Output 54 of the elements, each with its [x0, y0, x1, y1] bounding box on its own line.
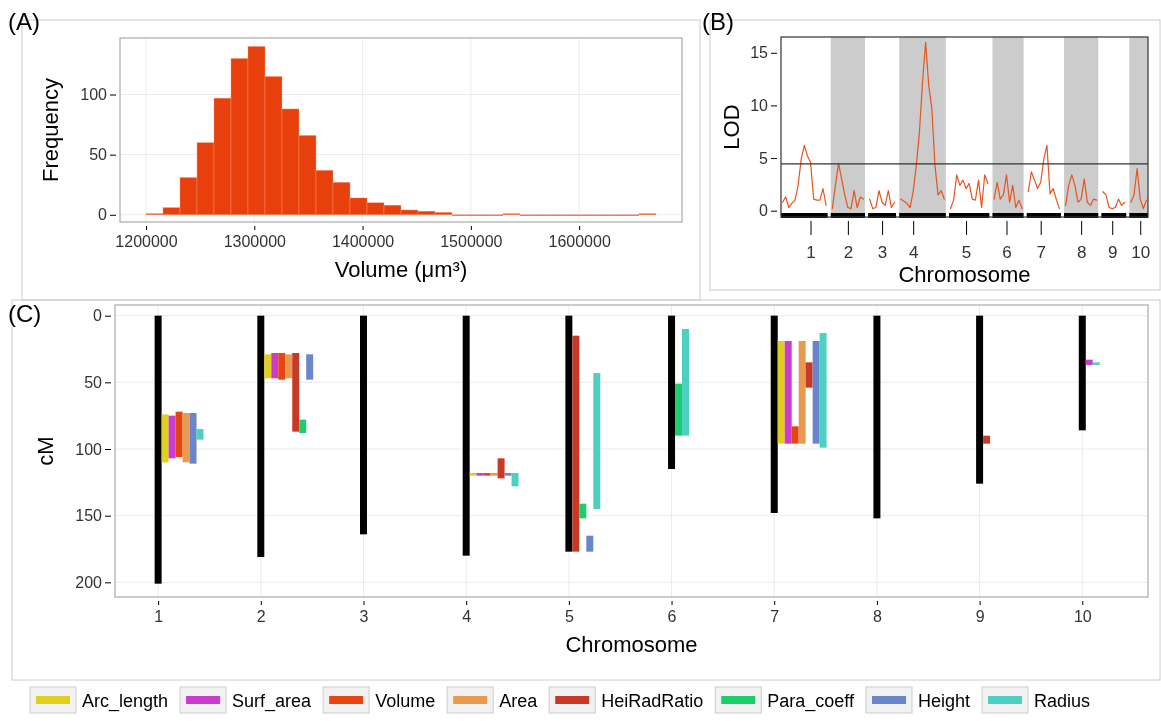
x-axis-title: Chromosome: [898, 262, 1031, 287]
x-tick-label: 4: [908, 243, 919, 263]
legend-label: HeiRadRatio: [601, 691, 704, 711]
x-tick-label: 8: [872, 608, 882, 626]
x-tick-label: 3: [877, 243, 888, 263]
x-tick-label: 4: [462, 608, 472, 626]
x-tick-label: 10: [1131, 243, 1151, 263]
x-tick-label: 7: [1036, 243, 1046, 263]
legend-label: Para_coeff: [767, 691, 855, 712]
x-tick-label: 8: [1076, 243, 1087, 263]
x-tick-label: 1300000: [223, 233, 287, 251]
x-tick-label: 10: [1073, 608, 1092, 626]
x-tick-label: 1: [154, 608, 164, 626]
y-tick-label: 200: [75, 573, 103, 591]
legend-label: Arc_length: [82, 691, 169, 712]
x-tick-label: 1400000: [331, 233, 395, 251]
y-tick-label: 15: [750, 44, 769, 62]
y-axis-title: Frequency: [38, 78, 63, 182]
x-tick-label: 1: [806, 243, 816, 263]
y-tick-label: 0: [93, 307, 103, 325]
legend-label: Height: [918, 691, 971, 711]
y-tick-label: 50: [84, 373, 103, 391]
x-tick-label: 5: [961, 243, 972, 263]
x-tick-label: 9: [975, 608, 985, 626]
chart-title: (B): [702, 8, 734, 35]
x-tick-label: 6: [1002, 243, 1012, 263]
chart-title: (A): [8, 8, 40, 35]
x-tick-label: 9: [1108, 243, 1118, 263]
y-tick-label: 0: [759, 202, 769, 220]
x-axis-title: Volume (μm³): [334, 257, 468, 282]
y-axis-title: cM: [33, 436, 58, 466]
y-tick-label: 100: [80, 86, 108, 104]
y-tick-label: 100: [75, 440, 103, 458]
y-tick-label: 10: [750, 97, 769, 115]
x-tick-label: 1500000: [440, 233, 503, 251]
x-tick-label: 1200000: [115, 233, 178, 251]
chart-title: (C): [8, 300, 42, 327]
x-tick-label: 5: [564, 608, 574, 626]
y-axis-title: LOD: [719, 104, 744, 150]
legend-label: Radius: [1034, 691, 1091, 711]
x-tick-label: 2: [843, 243, 854, 263]
x-axis-title: Chromosome: [565, 632, 698, 657]
legend-label: Surf_area: [232, 691, 313, 712]
y-tick-label: 150: [75, 507, 103, 525]
x-tick-label: 2: [256, 608, 266, 626]
x-tick-label: 3: [359, 608, 369, 626]
y-tick-label: 50: [89, 146, 108, 164]
legend-label: Area: [499, 691, 539, 711]
x-tick-label: 7: [770, 608, 780, 626]
x-tick-label: 6: [667, 608, 677, 626]
x-tick-label: 1600000: [548, 233, 611, 251]
y-tick-label: 5: [759, 149, 769, 167]
y-tick-label: 0: [98, 206, 108, 224]
legend-label: Volume: [375, 691, 436, 711]
